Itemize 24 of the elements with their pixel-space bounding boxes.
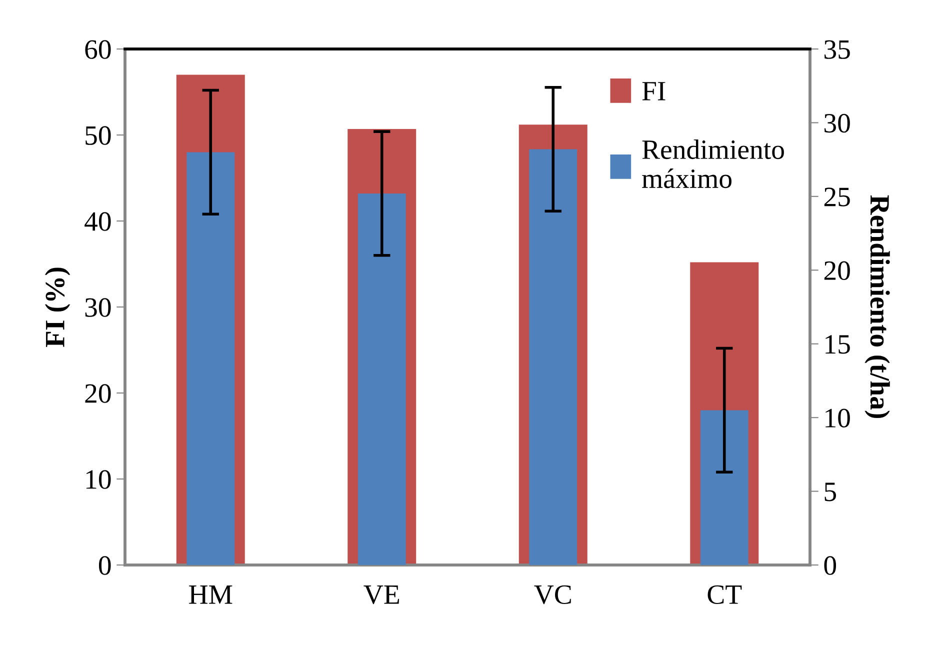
legend-label: FI <box>642 82 666 100</box>
y2-tick-label: 0 <box>824 556 836 575</box>
y-tick-label: 60 <box>85 40 111 59</box>
x-tick-label: CT <box>708 585 742 604</box>
y2-tick-label: 30 <box>824 114 850 133</box>
y-axis-title: FI (%) <box>44 268 70 348</box>
y-tick-label: 40 <box>84 212 111 231</box>
y2-tick-label: 20 <box>824 261 850 280</box>
y-tick-label: 0 <box>98 556 111 575</box>
y-tick-label: 50 <box>86 126 111 145</box>
x-tick-label: VE <box>364 586 400 604</box>
y2-tick-label: 25 <box>824 188 850 206</box>
y-tick-label: 30 <box>85 298 111 317</box>
x-tick-label: HM <box>189 586 232 604</box>
bar <box>700 410 748 565</box>
y2-tick-label: 5 <box>824 482 836 502</box>
y2-tick-label: 15 <box>826 335 850 354</box>
y2-tick-label: 10 <box>826 408 850 428</box>
x-tick-label: VC <box>534 585 571 604</box>
y-tick-label: 20 <box>85 384 111 403</box>
y2-axis-title: Rendimiento (t/ha) <box>864 195 890 418</box>
legend-label: Rendimiento máximo <box>642 140 784 188</box>
y2-tick-label: 35 <box>824 40 850 59</box>
y-tick-label: 10 <box>86 470 111 489</box>
